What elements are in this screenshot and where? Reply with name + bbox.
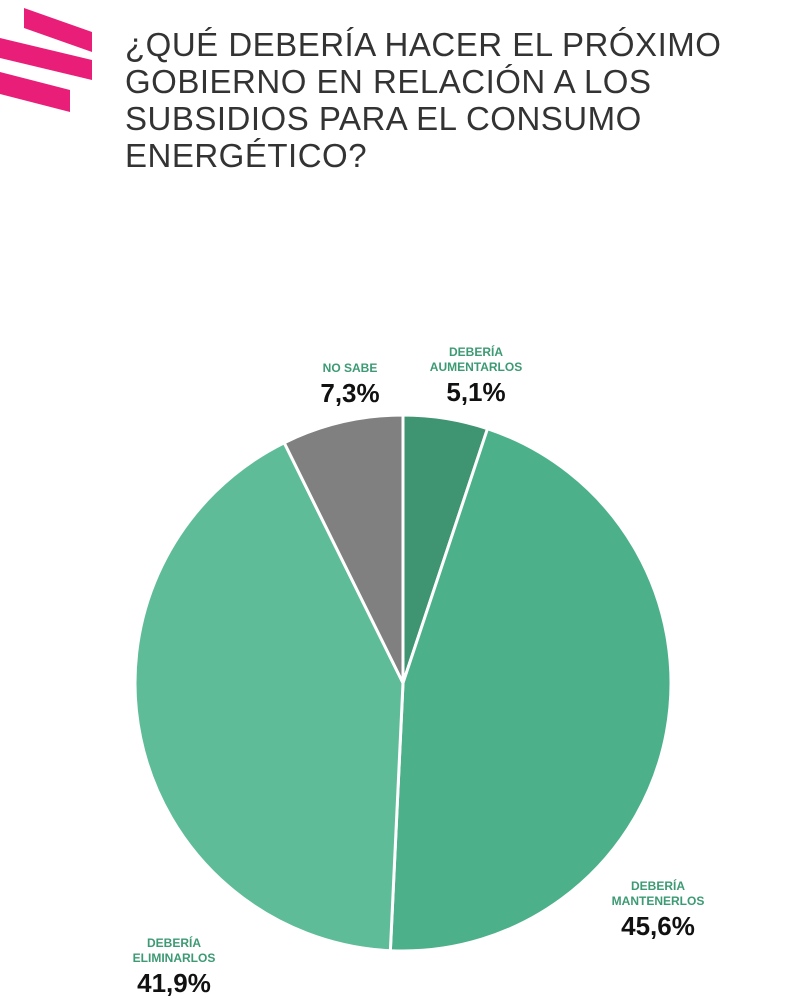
logo-stripe: [0, 72, 70, 112]
pie-slice: [388, 427, 673, 953]
logo-stripe: [0, 38, 92, 80]
chart-title: ¿QUÉ DEBERÍA HACER EL PRÓXIMO GOBIERNO E…: [125, 26, 722, 174]
pie-slice: [133, 441, 405, 953]
slice-label: DEBERÍA ELIMINARLOS: [133, 935, 216, 965]
brand-logo: [0, 8, 92, 112]
slice-value-label: 5,1%: [446, 377, 505, 407]
logo-stripe: [24, 8, 92, 52]
slice-value-label: 45,6%: [621, 911, 695, 941]
slice-value-label: 41,9%: [137, 968, 211, 998]
slice-label: DEBERÍA AUMENTARLOS: [430, 344, 522, 374]
pie-slice: [282, 413, 405, 685]
slice-label: NO SABE: [323, 361, 378, 375]
slice-label: DEBERÍA MANTENERLOS: [612, 878, 705, 908]
slice-value-label: 7,3%: [320, 378, 379, 408]
pie-slices: [133, 413, 673, 953]
